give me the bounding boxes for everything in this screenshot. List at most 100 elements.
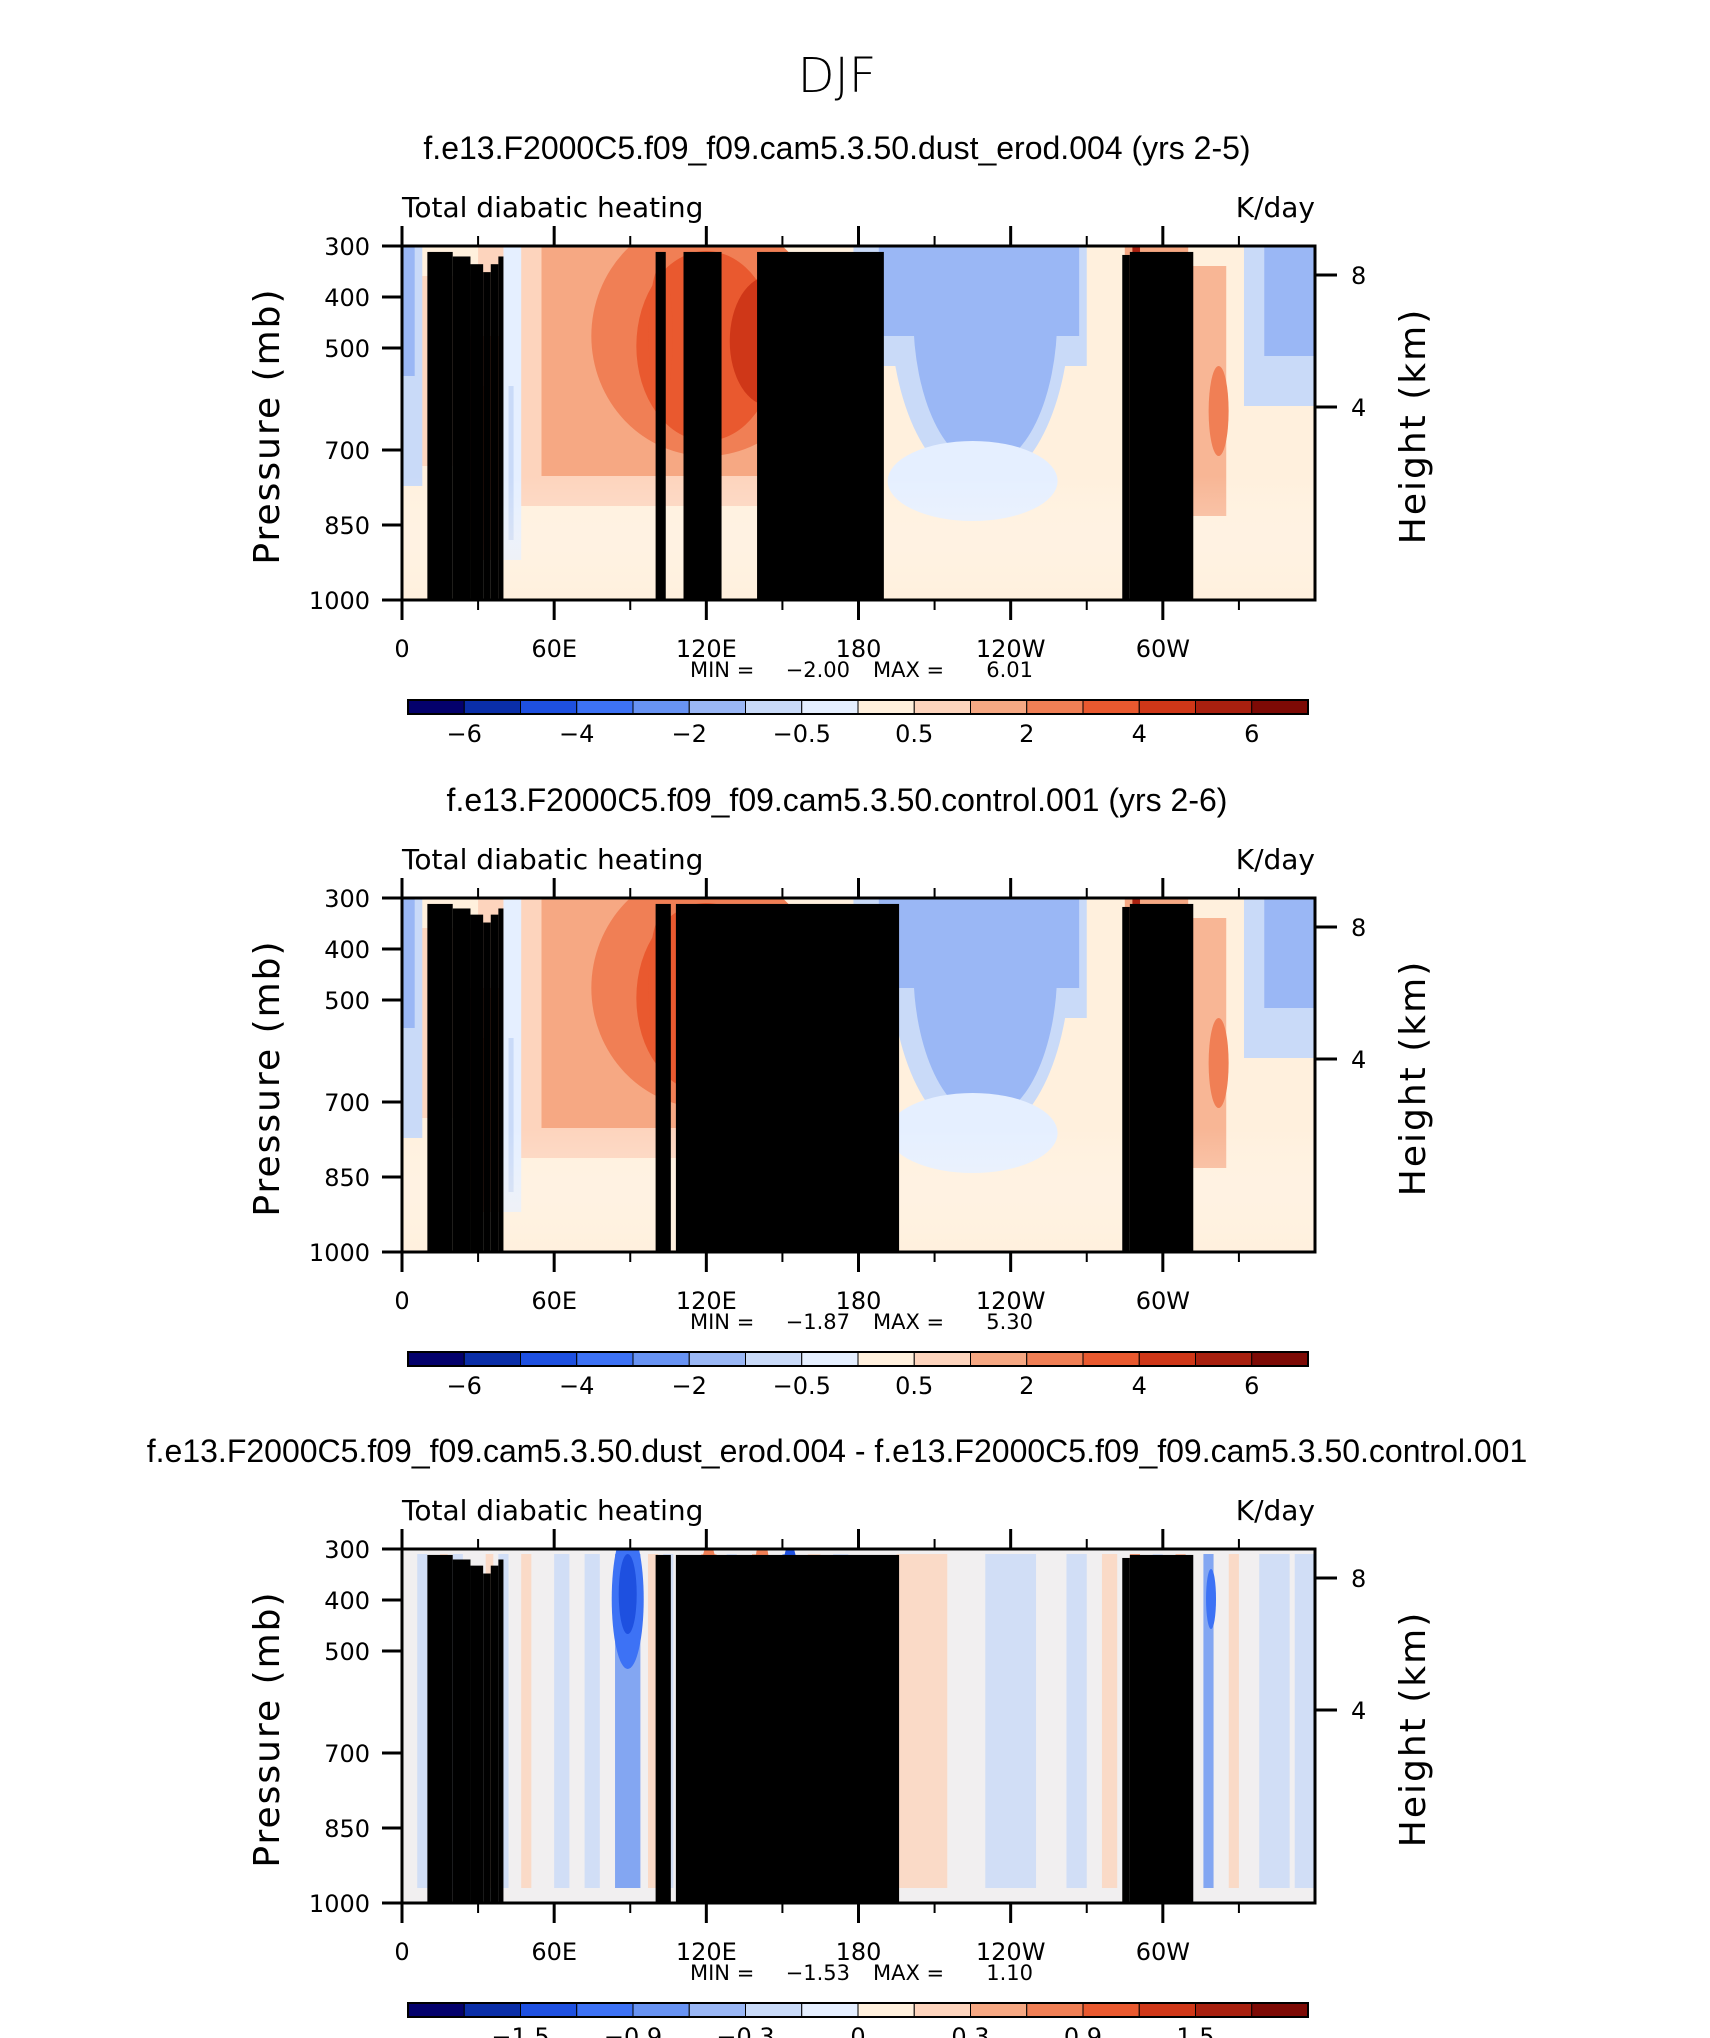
y-tick-label: 850 bbox=[324, 1815, 370, 1843]
panel-title: f.e13.F2000C5.f09_f09.cam5.3.50.dust_ero… bbox=[423, 130, 1250, 166]
colorbar-tick-label: 0.5 bbox=[895, 720, 933, 748]
height-tick-label: 4 bbox=[1351, 1046, 1366, 1074]
colorbar-tick-label: −1.5 bbox=[491, 2023, 549, 2038]
colorbar-swatch bbox=[1082, 2002, 1140, 2018]
colorbar-swatch bbox=[857, 2002, 915, 2018]
panel-units-label: K/day bbox=[1236, 191, 1315, 224]
y2-axis-title: Height (km) bbox=[1393, 960, 1434, 1196]
figure-title: DJF bbox=[798, 48, 877, 104]
colorbar-swatch bbox=[688, 2002, 746, 2018]
topography-mask bbox=[490, 264, 499, 600]
colorbar-swatch bbox=[1026, 699, 1084, 715]
y-tick-label: 300 bbox=[324, 1536, 370, 1564]
panel-units-label: K/day bbox=[1236, 843, 1315, 876]
colorbar-swatch bbox=[801, 2002, 859, 2018]
topography-mask bbox=[1129, 251, 1194, 600]
colorbar-swatch bbox=[1251, 699, 1309, 715]
topography-mask bbox=[675, 1554, 900, 1903]
colorbar-swatch bbox=[463, 699, 521, 715]
y-tick-label: 500 bbox=[324, 987, 370, 1015]
colorbar-swatch bbox=[632, 1351, 690, 1367]
y-tick-label: 850 bbox=[324, 1164, 370, 1192]
colorbar-swatch bbox=[970, 2002, 1028, 2018]
colorbar-swatch bbox=[688, 1351, 746, 1367]
topography-mask bbox=[452, 256, 471, 600]
colorbar-swatch bbox=[801, 699, 859, 715]
x-tick-label: 120W bbox=[976, 635, 1046, 663]
colorbar-swatch bbox=[463, 2002, 521, 2018]
colorbar-swatch bbox=[801, 1351, 859, 1367]
x-tick-label: 120E bbox=[676, 635, 737, 663]
heatmap-field bbox=[402, 246, 1315, 600]
colorbar-swatch bbox=[1138, 2002, 1196, 2018]
topography-mask bbox=[483, 922, 491, 1252]
colorbar-swatch bbox=[407, 1351, 465, 1367]
y2-axis-title: Height (km) bbox=[1393, 308, 1434, 544]
min-label: MIN = bbox=[690, 1310, 754, 1334]
topography-mask bbox=[483, 1573, 491, 1903]
colorbar-swatch bbox=[632, 699, 690, 715]
colorbar-tick-label: −0.3 bbox=[716, 2023, 774, 2038]
colorbar-swatch bbox=[913, 699, 971, 715]
colorbar-tick-label: −4 bbox=[559, 1372, 594, 1400]
x-tick-label: 60W bbox=[1136, 1938, 1190, 1966]
colorbar-swatch bbox=[913, 2002, 971, 2018]
max-label: MAX = bbox=[873, 658, 944, 682]
topography-mask bbox=[1129, 903, 1194, 1252]
colorbar-tick-label: 0 bbox=[850, 2023, 865, 2038]
topography-mask bbox=[1122, 906, 1130, 1252]
panel-2: f.e13.F2000C5.f09_f09.cam5.3.50.control.… bbox=[247, 782, 1434, 1400]
topography-mask bbox=[427, 251, 453, 600]
panel-1: f.e13.F2000C5.f09_f09.cam5.3.50.dust_ero… bbox=[247, 130, 1434, 748]
colorbar-swatch bbox=[576, 1351, 634, 1367]
topography-mask bbox=[498, 1559, 504, 1903]
x-tick-label: 60E bbox=[531, 1938, 577, 1966]
y-tick-label: 400 bbox=[324, 284, 370, 312]
topography-mask bbox=[452, 908, 471, 1252]
topography-mask bbox=[655, 903, 671, 1252]
topography-mask bbox=[1122, 254, 1130, 600]
x-tick-label: 120W bbox=[976, 1938, 1046, 1966]
y-tick-label: 700 bbox=[324, 1089, 370, 1117]
y-tick-label: 300 bbox=[324, 233, 370, 261]
topography-mask bbox=[655, 251, 666, 600]
colorbar-tick-label: −4 bbox=[559, 720, 594, 748]
colorbar-swatch bbox=[407, 2002, 465, 2018]
topography-mask bbox=[1129, 1554, 1194, 1903]
colorbar-tick-label: 0.9 bbox=[1064, 2023, 1102, 2038]
colorbar-tick-label: 6 bbox=[1244, 1372, 1259, 1400]
y-axis-title: Pressure (mb) bbox=[247, 1590, 288, 1867]
x-tick-label: 180 bbox=[836, 1287, 882, 1315]
colorbar-tick-label: −6 bbox=[447, 720, 482, 748]
topography-mask bbox=[675, 903, 900, 1252]
colorbar-swatch bbox=[1026, 1351, 1084, 1367]
colorbar-swatch bbox=[1195, 699, 1253, 715]
colorbar-tick-label: 0.5 bbox=[895, 1372, 933, 1400]
max-value: 5.30 bbox=[986, 1310, 1033, 1334]
colorbar-tick-label: −6 bbox=[447, 1372, 482, 1400]
colorbar-swatch bbox=[688, 699, 746, 715]
height-tick-label: 8 bbox=[1351, 262, 1366, 290]
colorbar-swatch bbox=[745, 2002, 803, 2018]
topography-mask bbox=[470, 264, 484, 600]
colorbar-frame bbox=[407, 1351, 1309, 1367]
topography-mask bbox=[498, 908, 504, 1252]
colorbar-swatch bbox=[520, 699, 578, 715]
colorbar-swatch bbox=[520, 1351, 578, 1367]
colorbar-swatch bbox=[970, 1351, 1028, 1367]
colorbar-swatch bbox=[745, 1351, 803, 1367]
y-tick-label: 400 bbox=[324, 1587, 370, 1615]
topography-mask bbox=[683, 251, 722, 600]
colorbar-tick-label: 4 bbox=[1132, 720, 1147, 748]
topography-mask bbox=[427, 1554, 453, 1903]
height-tick-label: 8 bbox=[1351, 914, 1366, 942]
topography-mask bbox=[452, 1559, 471, 1903]
colorbar-swatch bbox=[1082, 1351, 1140, 1367]
colorbar-swatch bbox=[745, 699, 803, 715]
panel-left-label: Total diabatic heating bbox=[401, 191, 703, 224]
colorbar-tick-label: 4 bbox=[1132, 1372, 1147, 1400]
colorbar-tick-label: 2 bbox=[1019, 1372, 1034, 1400]
x-tick-label: 60W bbox=[1136, 1287, 1190, 1315]
colorbar-tick-label: −0.5 bbox=[773, 1372, 831, 1400]
